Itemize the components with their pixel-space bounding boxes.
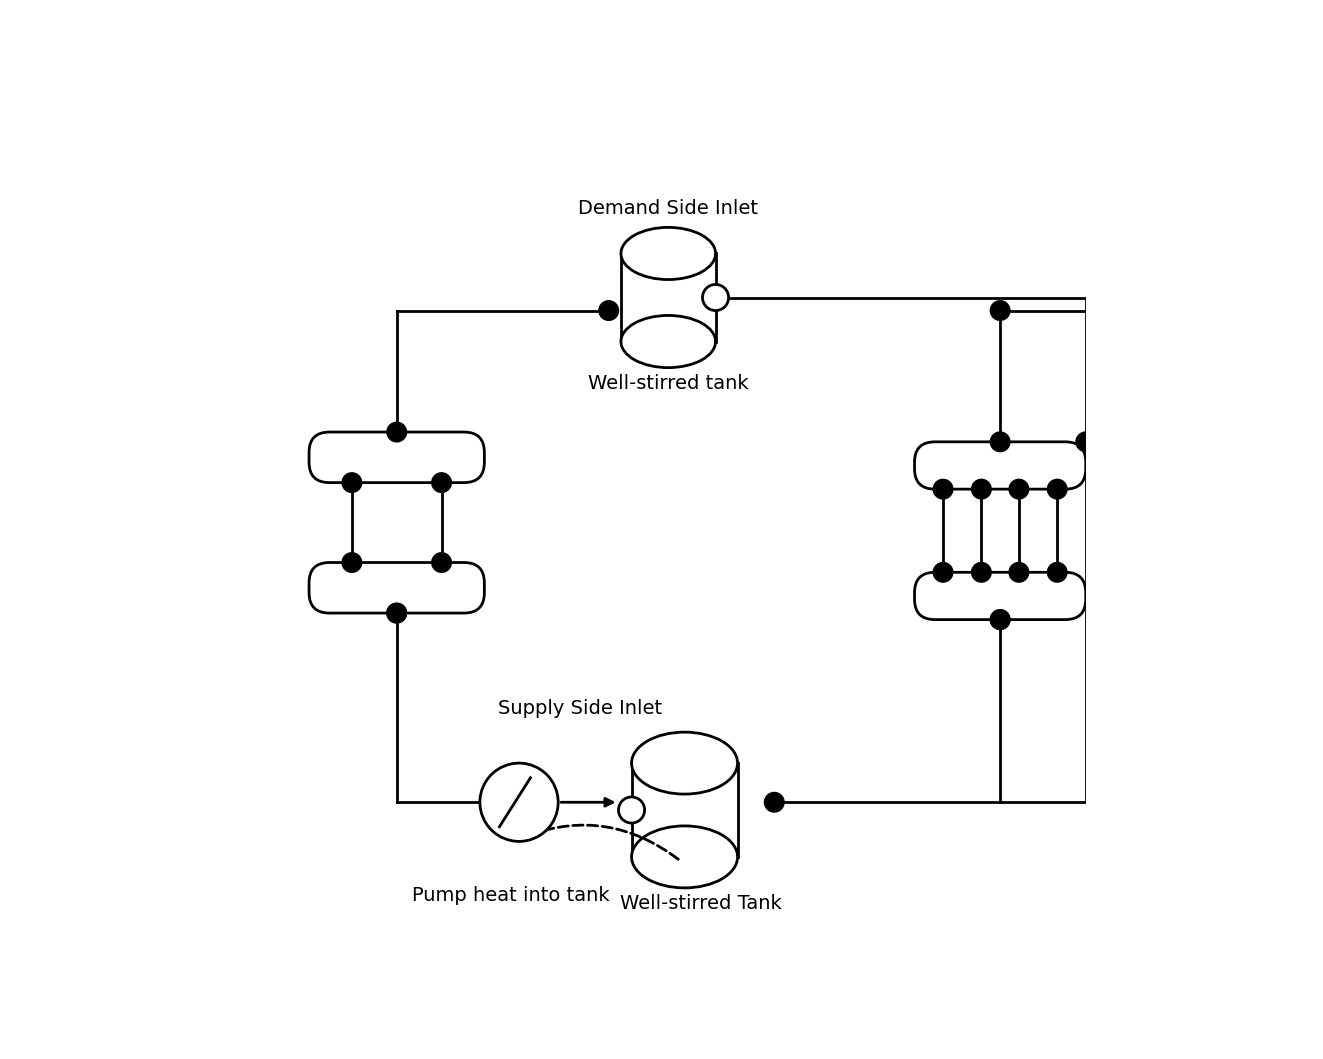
Circle shape — [343, 553, 361, 572]
Circle shape — [480, 764, 558, 842]
Circle shape — [991, 432, 1009, 451]
Circle shape — [1076, 432, 1095, 451]
Circle shape — [971, 480, 991, 499]
Text: Demand Side Inlet: Demand Side Inlet — [578, 199, 758, 217]
Ellipse shape — [631, 826, 737, 887]
Circle shape — [431, 472, 451, 492]
Text: Pump heat into tank: Pump heat into tank — [411, 886, 610, 905]
Circle shape — [991, 610, 1009, 629]
Ellipse shape — [631, 732, 737, 794]
Circle shape — [933, 562, 953, 582]
Circle shape — [599, 301, 619, 320]
Circle shape — [386, 423, 406, 442]
Circle shape — [619, 797, 644, 823]
Text: Well-stirred Tank: Well-stirred Tank — [620, 894, 782, 913]
Circle shape — [933, 480, 953, 499]
Circle shape — [991, 301, 1009, 320]
FancyBboxPatch shape — [310, 562, 484, 613]
FancyBboxPatch shape — [914, 572, 1086, 620]
FancyBboxPatch shape — [310, 432, 484, 483]
Circle shape — [431, 553, 451, 572]
Ellipse shape — [620, 316, 716, 367]
Circle shape — [1009, 562, 1029, 582]
Circle shape — [1048, 562, 1066, 582]
Ellipse shape — [620, 228, 716, 280]
Circle shape — [1048, 480, 1066, 499]
Text: Well-stirred tank: Well-stirred tank — [587, 374, 749, 393]
Circle shape — [991, 610, 1009, 629]
Circle shape — [765, 792, 785, 812]
Circle shape — [971, 562, 991, 582]
Circle shape — [386, 604, 406, 623]
Text: Supply Side Inlet: Supply Side Inlet — [499, 699, 663, 718]
Circle shape — [386, 604, 406, 623]
Circle shape — [703, 285, 729, 310]
FancyBboxPatch shape — [914, 442, 1086, 489]
Circle shape — [343, 472, 361, 492]
Circle shape — [1009, 480, 1029, 499]
